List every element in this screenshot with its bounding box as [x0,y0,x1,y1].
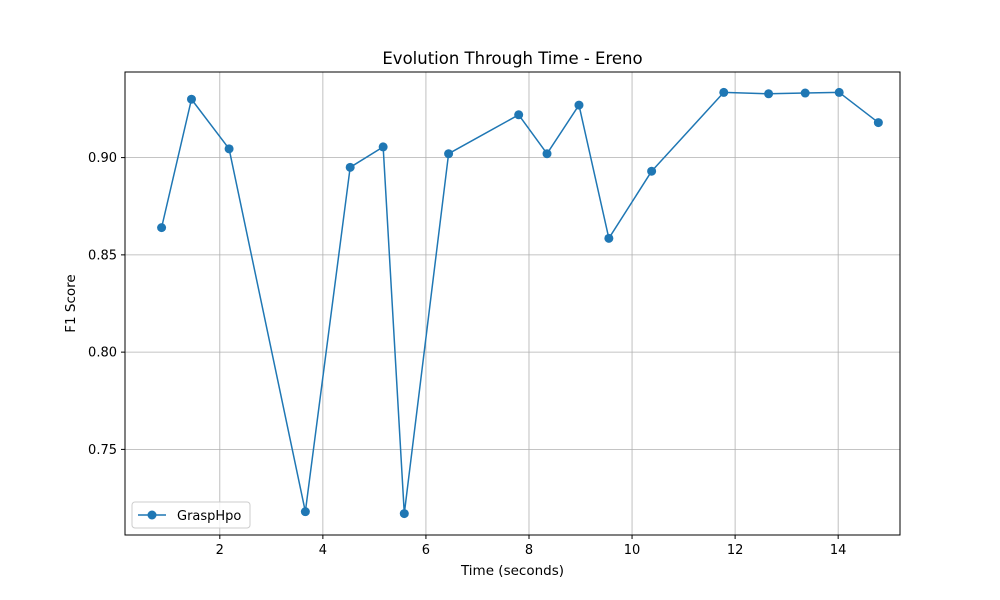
x-tick-label: 14 [830,543,847,558]
data-point [764,89,774,99]
chart-title: Evolution Through Time - Ereno [382,49,642,68]
grid-lines [125,72,900,535]
legend: GraspHpo [131,501,251,529]
x-tick-label: 8 [525,543,533,558]
data-point [719,87,729,97]
data-point [224,144,234,154]
x-tick-label: 6 [422,543,430,558]
data-point [873,118,883,128]
data-point [186,94,196,104]
x-tick-label: 12 [727,543,744,558]
axis-ticks: 2 4 6 8 10 12 14 0.75 0.80 0.85 0.90 [88,151,846,558]
data-point [604,233,614,243]
y-tick-label: 0.85 [88,248,117,263]
y-tick-label: 0.80 [88,346,117,361]
x-tick-label: 4 [319,543,327,558]
data-point [444,149,454,159]
plot-frame [124,71,901,536]
data-point [378,142,388,152]
data-point [834,87,844,97]
data-point [542,149,552,159]
data-point [647,166,657,176]
y-tick-label: 0.75 [88,443,117,458]
x-tick-label: 2 [216,543,224,558]
data-point [574,100,584,110]
data-point [514,110,524,120]
x-tick-label: 10 [624,543,641,558]
data-point [157,223,167,233]
series-layer [157,87,883,519]
data-point [345,162,355,172]
data-point [800,88,810,98]
legend-marker-swatch [147,510,157,520]
data-point [399,509,409,519]
series-line [160,91,879,515]
y-axis-title: F1 Score [63,274,79,332]
legend-box [131,501,251,529]
data-point [300,507,310,517]
x-axis-title: Time (seconds) [460,563,564,579]
y-tick-label: 0.90 [88,151,117,166]
legend-label: GraspHpo [177,509,241,524]
